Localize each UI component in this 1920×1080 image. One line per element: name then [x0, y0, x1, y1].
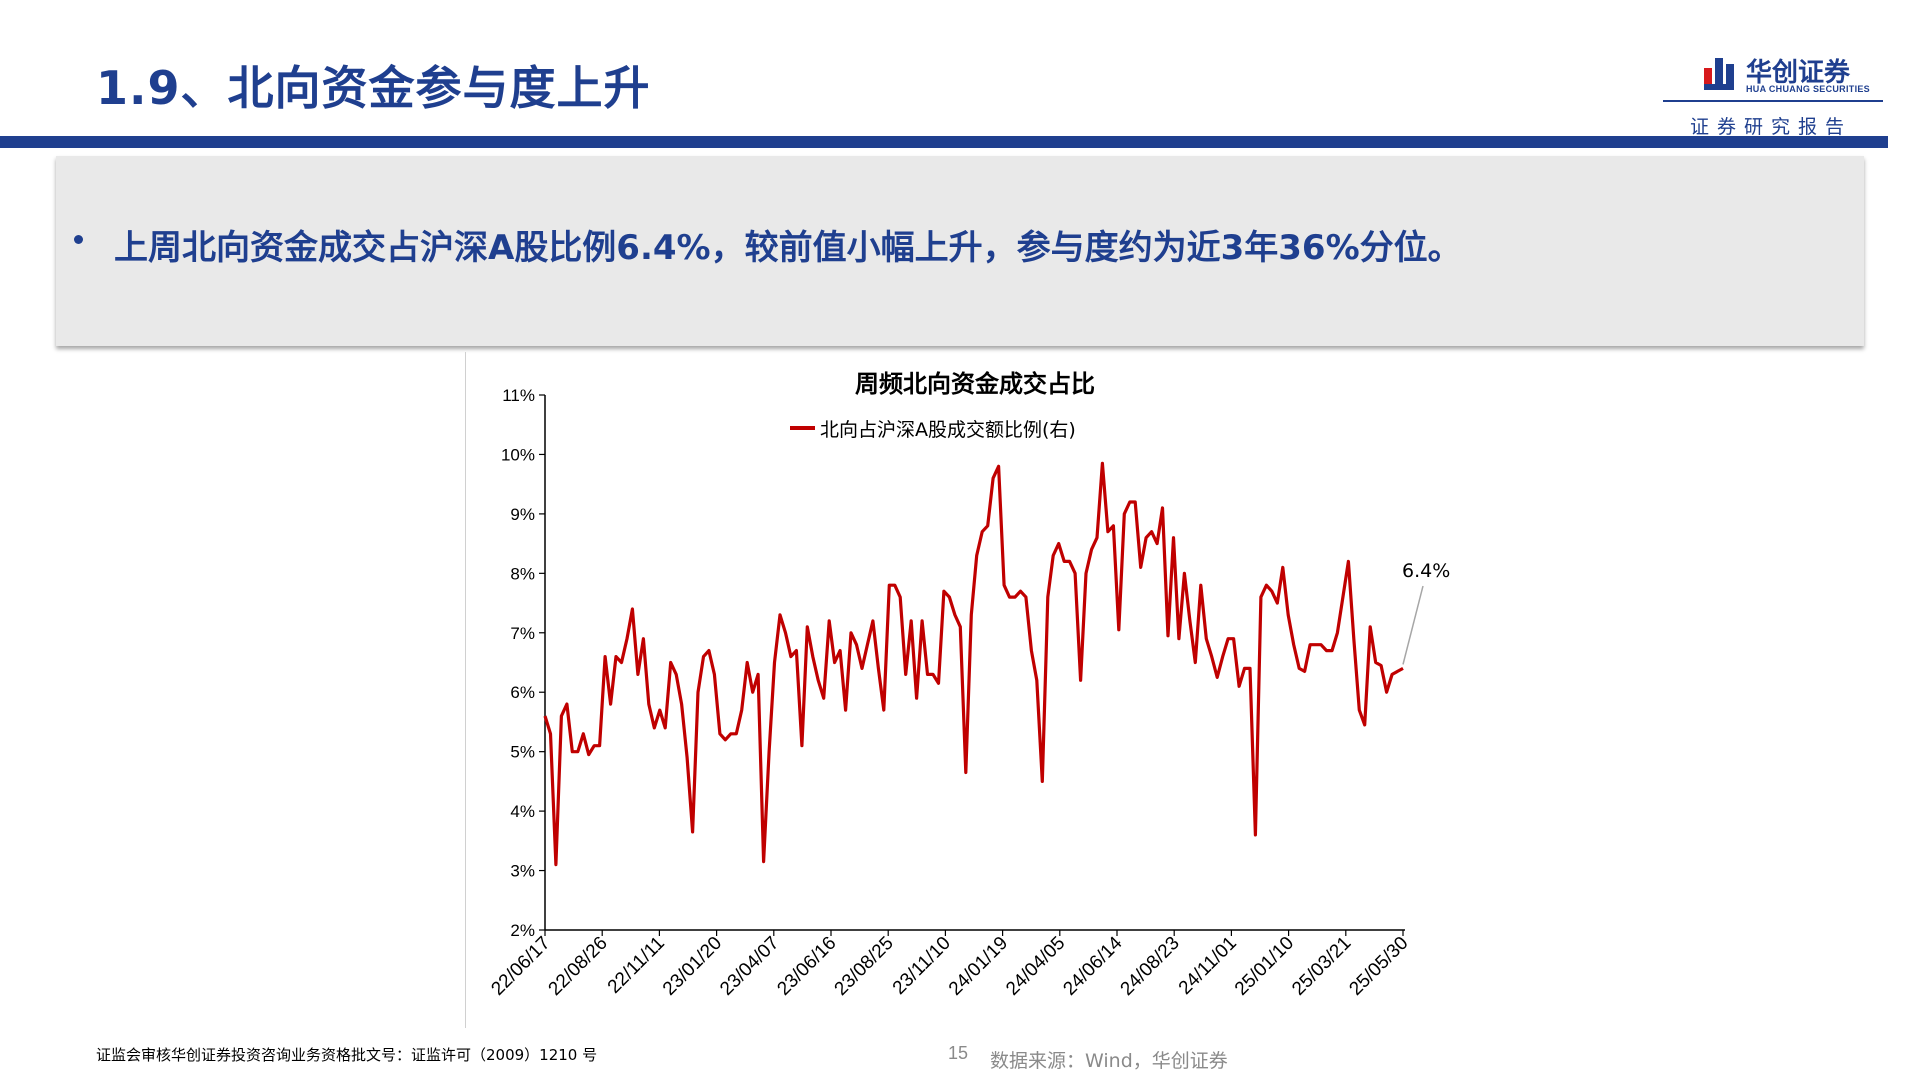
summary-box: 上周北向资金成交占沪深A股比例6.4%，较前值小幅上升，参与度约为近3年36%分…	[56, 156, 1864, 346]
data-source: 数据来源：Wind，华创证券	[990, 1050, 1228, 1072]
header-band-gap	[1888, 136, 1920, 148]
x-tick-label: 24/04/05	[1002, 933, 1069, 1000]
x-tick-label: 23/04/07	[716, 933, 783, 1000]
x-tick-label: 24/08/23	[1117, 933, 1184, 1000]
y-tick-label: 2%	[510, 921, 535, 940]
legend-label: 北向占沪深A股成交额比例(右)	[820, 419, 1076, 441]
y-tick-label: 4%	[510, 802, 535, 821]
chart-left-separator	[465, 352, 466, 1028]
x-tick-label: 22/08/26	[545, 933, 612, 1000]
annotation-label: 6.4%	[1402, 560, 1450, 582]
x-tick-label: 22/06/17	[487, 933, 554, 1000]
logo-mark-icon	[1704, 58, 1734, 90]
y-tick-label: 7%	[510, 624, 535, 643]
y-tick-label: 10%	[501, 445, 535, 464]
x-tick-label: 25/03/21	[1288, 933, 1355, 1000]
logo-chinese-name: 华创证券	[1746, 58, 1851, 88]
x-tick-label: 24/01/19	[945, 933, 1012, 1000]
y-tick-label: 6%	[510, 683, 535, 702]
y-tick-label: 8%	[510, 564, 535, 583]
header-band	[0, 136, 1888, 148]
x-tick-label: 23/11/10	[889, 933, 955, 999]
y-tick-label: 3%	[510, 862, 535, 881]
x-tick-label: 25/01/10	[1231, 933, 1298, 1000]
company-logo: 华创证券 HUA CHUANG SECURITIES	[1660, 50, 1890, 110]
x-tick-label: 23/08/25	[831, 933, 898, 1000]
x-tick-label: 25/05/30	[1345, 933, 1412, 1000]
footer-license: 证监会审核华创证券投资咨询业务资格批文号：证监许可（2009）1210 号	[96, 1046, 598, 1064]
page-title: 1.9、北向资金参与度上升	[96, 61, 651, 115]
y-tick-label: 5%	[510, 743, 535, 762]
annotation-leader-line	[1402, 585, 1424, 665]
series-line-northbound-share	[543, 461, 1404, 867]
x-tick-label: 23/06/16	[773, 933, 840, 1000]
x-tick-label: 22/11/11	[604, 933, 669, 998]
x-tick-label: 24/11/01	[1175, 933, 1241, 999]
x-tick-label: 23/01/20	[659, 933, 726, 1000]
x-tick-label: 24/06/14	[1059, 932, 1126, 999]
report-tag: 证券研究报告	[1690, 116, 1853, 138]
bullet-icon	[74, 235, 83, 244]
logo-english-name: HUA CHUANG SECURITIES	[1746, 84, 1870, 94]
page-number: 15	[948, 1043, 969, 1063]
chart-title: 周频北向资金成交占比	[855, 369, 1095, 398]
y-tick-label: 9%	[510, 505, 535, 524]
summary-text: 上周北向资金成交占沪深A股比例6.4%，较前值小幅上升，参与度约为近3年36%分…	[114, 228, 1462, 268]
y-tick-label: 11%	[502, 386, 535, 405]
logo-divider	[1663, 100, 1883, 102]
